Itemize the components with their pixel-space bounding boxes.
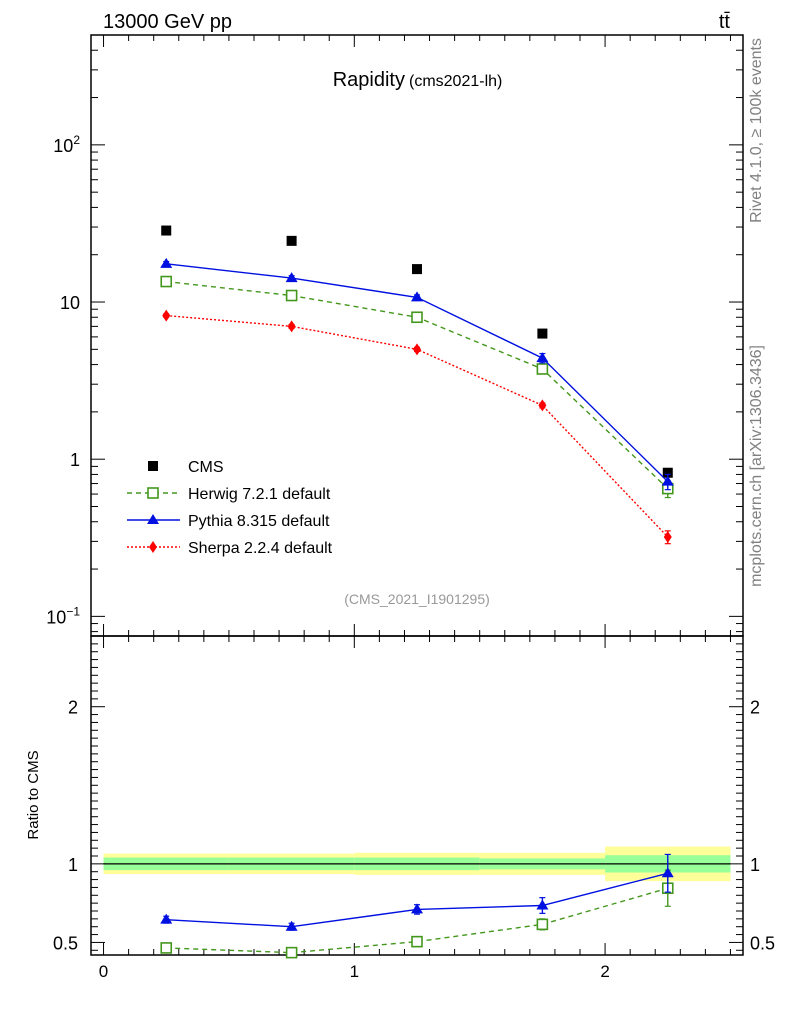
header-energy: 13000 GeV pp: [103, 11, 232, 33]
marker: [285, 946, 298, 959]
marker: [160, 913, 173, 924]
ratio-y-axis-label: Ratio to CMS: [25, 750, 42, 839]
marker: [160, 275, 173, 288]
marker: [411, 903, 423, 914]
marker: [162, 309, 171, 322]
legend: CMS Herwig 7.2.1 default Pythia 8.315 defa…: [127, 459, 333, 557]
marker: [160, 942, 173, 954]
ratio-y-tick-label-right: 2: [750, 698, 760, 718]
marker: [662, 467, 673, 478]
y-tick-label: 1: [70, 450, 80, 470]
marker: [147, 514, 159, 524]
rivet-version-label: Rivet 4.1.0, ≥ 100k events: [748, 38, 765, 223]
marker: [411, 291, 423, 302]
x-tick-label: 1: [350, 962, 359, 981]
marker: [536, 899, 549, 910]
ratio-y-tick-label: 2: [68, 698, 78, 718]
y-tick-label: 10: [60, 293, 80, 313]
y-tick-label: 102: [53, 133, 80, 156]
marker: [536, 363, 549, 375]
marker: [287, 320, 296, 333]
legend-label: Herwig 7.2.1 default: [188, 486, 331, 503]
header-process: tt̄: [719, 11, 731, 33]
marker: [161, 225, 172, 236]
mcplots-reference-label: mcplots.cern.ch [arXiv:1306.3436]: [748, 345, 765, 587]
marker: [663, 530, 672, 543]
marker: [412, 264, 422, 275]
marker: [285, 920, 298, 931]
legend-label: CMS: [188, 459, 224, 476]
plot-title: Rapidity: [333, 69, 405, 91]
marker: [411, 935, 423, 948]
marker: [537, 328, 548, 339]
legend-label: Pythia 8.315 default: [188, 513, 330, 530]
marker: [160, 257, 173, 268]
marker: [536, 352, 549, 363]
marker: [149, 541, 157, 553]
marker: [538, 399, 547, 412]
ratio-y-tick-label-right: 1: [750, 855, 760, 875]
marker: [661, 867, 674, 878]
marker: [285, 289, 298, 302]
marker: [147, 487, 159, 499]
marker: [285, 272, 298, 283]
ratio-y-tick-label: 0.5: [53, 933, 78, 953]
marker: [148, 461, 158, 471]
marker: [536, 918, 549, 931]
y-tick-label: 10−1: [46, 604, 80, 627]
ratio-y-tick-label: 1: [68, 855, 78, 875]
marker: [413, 343, 421, 356]
analysis-watermark: (CMS_2021_I1901295): [344, 591, 490, 607]
marker: [286, 235, 297, 246]
marker: [411, 311, 423, 324]
x-tick-label: 2: [600, 962, 609, 981]
x-tick-label: 0: [99, 962, 108, 981]
ratio-y-tick-label-right: 0.5: [750, 933, 775, 953]
marker: [661, 475, 674, 486]
ratio-plot-frame: [90, 635, 744, 956]
legend-label: Sherpa 2.2.4 default: [188, 540, 333, 557]
series-line: [166, 887, 668, 954]
series-line: [166, 872, 668, 928]
plot-subtitle: (cms2021-lh): [409, 73, 502, 90]
